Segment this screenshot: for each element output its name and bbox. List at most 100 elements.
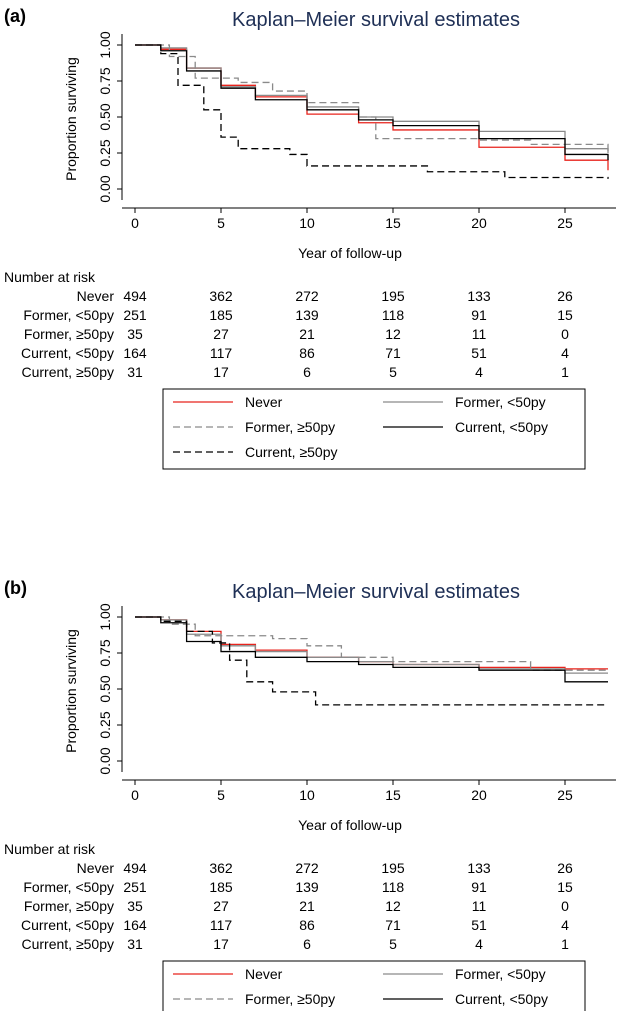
x-axis-label: Year of follow-up [298,245,402,261]
risk-value: 11 [472,898,487,914]
series-line-4 [135,616,608,683]
risk-row-label: Current, ≥50py [21,364,114,380]
risk-value: 362 [209,860,233,876]
series-line-5 [135,44,609,179]
risk-value: 1 [561,936,569,952]
chart-panel-1: (a) Kaplan–Meier survival estimates 0.00 0.… [4,6,616,470]
risk-value: 27 [213,326,229,342]
risk-value: 117 [210,917,233,933]
risk-value: 272 [295,288,319,304]
risk-row-label: Former, <50py [23,879,114,895]
x-tick-label: 10 [299,787,315,803]
chart-panel-2: (b) Kaplan–Meier survival estimates 0.00 0.… [4,578,616,1011]
risk-value: 6 [303,364,311,380]
risk-value: 15 [557,879,573,895]
y-tick-label: 0.00 [97,747,113,774]
risk-value: 251 [123,879,147,895]
risk-value: 21 [299,898,315,914]
risk-value: 117 [210,345,233,361]
risk-value: 494 [123,288,147,304]
risk-value: 35 [127,898,143,914]
y-axis-label: Proportion surviving [63,629,79,753]
risk-value: 118 [382,879,405,895]
x-tick-label: 5 [217,787,225,803]
risk-value: 51 [471,917,487,933]
legend-label: Current, <50py [455,991,548,1007]
risk-value: 51 [471,345,487,361]
risk-row-label: Former, ≥50py [24,898,114,914]
risk-value: 185 [209,307,233,323]
risk-value: 195 [381,860,405,876]
risk-value: 195 [381,288,405,304]
risk-value: 12 [385,326,401,342]
risk-value: 362 [209,288,233,304]
risk-value: 118 [382,307,405,323]
legend-box [162,388,586,470]
risk-value: 272 [295,860,319,876]
series-line-5 [135,616,608,706]
risk-value: 15 [557,307,573,323]
y-tick-label: 0.75 [97,639,113,666]
risk-value: 6 [303,936,311,952]
y-tick-label: 0.50 [97,103,113,130]
risk-value: 17 [213,936,229,952]
risk-value: 31 [127,364,143,380]
x-tick-label: 15 [385,215,401,231]
legend-label: Never [245,394,283,410]
y-tick-label: 1.00 [97,603,113,630]
legend-label: Former, <50py [455,394,546,410]
legend-box [162,960,586,1011]
risk-value: 164 [123,917,147,933]
risk-value: 133 [467,288,491,304]
legend-label: Former, ≥50py [245,419,335,435]
risk-value: 164 [123,345,147,361]
risk-value: 251 [123,307,147,323]
risk-row-label: Former, ≥50py [24,326,114,342]
risk-value: 86 [299,345,315,361]
risk-row-label: Never [77,288,115,304]
panel-label: (b) [4,578,27,598]
y-tick-label: 0.00 [97,175,113,202]
risk-value: 71 [385,917,401,933]
series-line-4 [135,44,609,161]
x-tick-label: 20 [471,215,487,231]
risk-value: 12 [385,898,401,914]
risk-value: 133 [467,860,491,876]
risk-row-label: Former, <50py [23,307,114,323]
legend-label: Current, ≥50py [245,444,338,460]
risk-value: 86 [299,917,315,933]
x-tick-label: 20 [471,787,487,803]
chart-title: Kaplan–Meier survival estimates [232,581,520,603]
risk-value: 494 [123,860,147,876]
risk-value: 27 [213,898,229,914]
series-line-1 [135,44,609,171]
y-tick-label: 0.25 [97,139,113,166]
y-tick-label: 0.75 [97,67,113,94]
x-tick-label: 5 [217,215,225,231]
legend-label: Never [245,966,283,982]
x-tick-label: 10 [299,215,315,231]
risk-table-header: Number at risk [4,269,96,285]
x-axis-label: Year of follow-up [298,817,402,833]
risk-value: 31 [127,936,143,952]
x-tick-label: 15 [385,787,401,803]
risk-value: 26 [557,860,573,876]
x-tick-label: 25 [557,215,573,231]
risk-row-label: Current, <50py [21,345,114,361]
risk-value: 0 [561,898,569,914]
risk-value: 35 [127,326,143,342]
chart-title: Kaplan–Meier survival estimates [232,9,520,31]
series-line-2 [135,44,609,153]
risk-value: 91 [471,879,487,895]
x-tick-label: 25 [557,787,573,803]
panel-label: (a) [4,6,26,26]
risk-value: 5 [389,364,397,380]
legend-label: Former, <50py [455,966,546,982]
risk-value: 185 [209,879,233,895]
legend-label: Former, ≥50py [245,991,335,1007]
risk-value: 139 [295,307,319,323]
y-tick-label: 0.25 [97,711,113,738]
x-tick-label: 0 [131,215,139,231]
series-line-3 [135,44,609,161]
